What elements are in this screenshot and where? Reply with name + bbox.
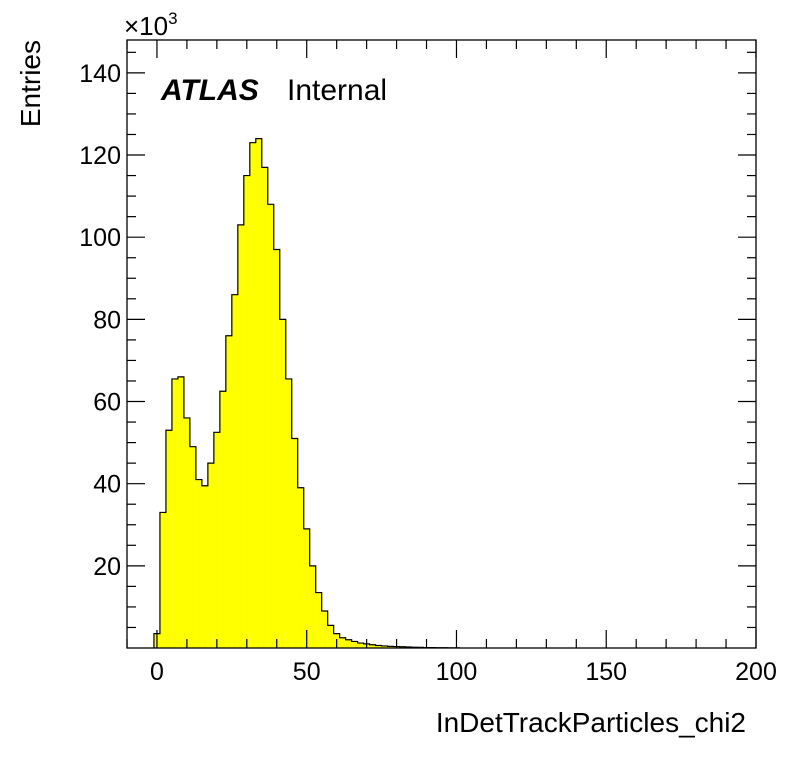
y-multiplier: ×103 — [124, 9, 178, 41]
y-tick-labels: 20 40 60 80 100 120 140 — [79, 60, 121, 581]
histogram-bar — [339, 637, 346, 648]
y-tick-label: 60 — [93, 389, 121, 417]
x-tick-labels: 0 50 100 150 200 — [150, 658, 777, 686]
histogram-bar — [195, 479, 202, 648]
histogram-bar — [189, 446, 196, 648]
histogram-bars — [153, 138, 460, 648]
x-tick-label: 50 — [293, 658, 321, 686]
histogram-outline — [153, 137, 461, 649]
histogram-bar — [381, 645, 388, 648]
histogram-bar — [309, 565, 316, 648]
histogram-bar — [387, 646, 394, 648]
histogram-bar — [327, 625, 334, 648]
x-tick-label: 100 — [436, 658, 478, 686]
histogram-bar — [249, 142, 256, 648]
histogram-bar — [219, 391, 226, 648]
x-tick-label: 200 — [735, 658, 777, 686]
histogram-bar — [225, 335, 232, 648]
histogram-bar — [357, 643, 364, 648]
y-tick-label: 40 — [93, 471, 121, 499]
histogram-bar — [285, 378, 292, 648]
histogram-bar — [369, 644, 376, 648]
histogram-bar — [201, 485, 208, 648]
histogram-bar — [297, 487, 304, 648]
histogram-bar — [243, 175, 250, 648]
y-tick-label: 120 — [79, 142, 121, 170]
x-axis-title: InDetTrackParticles_chi2 — [436, 707, 746, 738]
histogram-bar — [267, 204, 274, 648]
histogram-bar — [375, 645, 382, 648]
histogram-bar — [303, 528, 310, 648]
axis-ticks — [126, 40, 757, 648]
plot-frame — [126, 39, 757, 649]
histogram-bar — [165, 430, 172, 648]
histogram-bar — [291, 438, 298, 648]
y-axis-title: Entries — [15, 40, 46, 127]
histogram-bar — [237, 224, 244, 648]
histogram-bar — [315, 592, 322, 648]
histogram-bar — [279, 319, 286, 648]
histogram-bar — [345, 639, 352, 648]
histogram-bar — [261, 167, 268, 648]
x-tick-label: 150 — [585, 658, 627, 686]
y-tick-label: 140 — [79, 60, 121, 88]
histogram-bar — [183, 417, 190, 648]
histogram-bar — [159, 512, 166, 648]
histogram-bar — [177, 376, 184, 648]
atlas-label: ATLAS — [160, 74, 259, 107]
y-multiplier-base: ×10 — [124, 11, 168, 41]
histogram-bar — [321, 611, 328, 648]
x-tick-label: 0 — [150, 658, 164, 686]
histogram-bar — [171, 378, 178, 648]
internal-label: Internal — [287, 74, 387, 107]
histogram-bar — [273, 249, 280, 648]
histogram-bar — [213, 432, 220, 648]
y-tick-label: 20 — [93, 553, 121, 581]
histogram-bar — [231, 294, 238, 648]
y-tick-label: 100 — [79, 224, 121, 252]
y-multiplier-exponent: 3 — [168, 9, 177, 28]
histogram-bar — [207, 463, 214, 648]
y-tick-label: 80 — [93, 306, 121, 334]
histogram-bar — [255, 138, 262, 648]
histogram-bar — [351, 641, 358, 648]
